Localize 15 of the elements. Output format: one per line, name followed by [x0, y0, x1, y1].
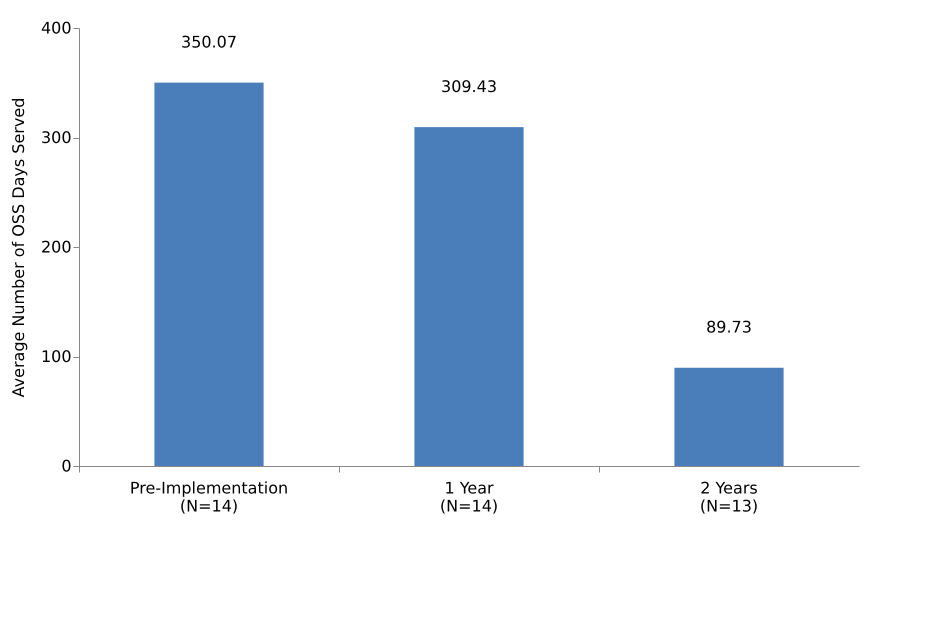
y-tick-label: 200 — [40, 238, 72, 256]
y-tick-label: 100 — [40, 347, 72, 366]
bar — [414, 127, 524, 466]
bar — [154, 82, 264, 466]
data-label: 350.07 — [181, 32, 237, 52]
bar — [674, 368, 784, 466]
x-tick-label: 2 Years (N=13) — [700, 478, 758, 516]
y-axis-title: Average Number of OSS Days Served — [8, 98, 28, 398]
data-label: 89.73 — [706, 318, 752, 337]
y-tick-label: 300 — [40, 128, 72, 147]
x-tick-label: 1 Year (N=14) — [440, 478, 498, 516]
data-label: 309.43 — [441, 77, 497, 96]
y-tick-label: 400 — [40, 18, 72, 38]
x-tick-label: Pre-Implementation (N=14) — [130, 478, 288, 516]
y-tick-label: 0 — [61, 456, 72, 476]
